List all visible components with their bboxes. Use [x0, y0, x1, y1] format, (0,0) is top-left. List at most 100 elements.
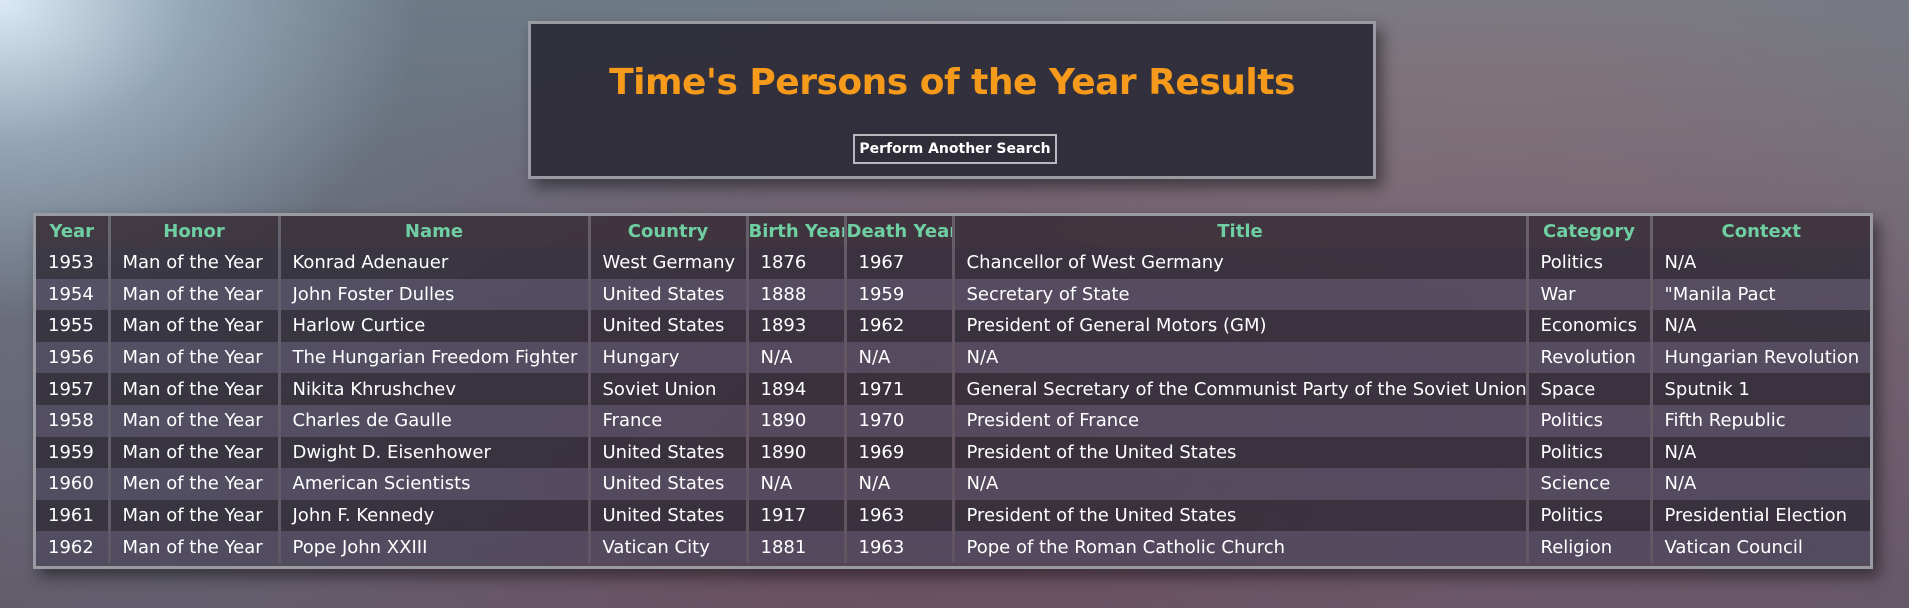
cell-name: Harlow Curtice — [279, 310, 591, 342]
cell-honor: Man of the Year — [109, 310, 281, 342]
results-table-panel: Year Honor Name Country Birth Year Death Year… — [33, 213, 1873, 569]
table-header-row: Year Honor Name Country Birth Year Death Year… — [36, 216, 1870, 247]
cell-title: N/A — [953, 468, 1529, 500]
cell-honor: Man of the Year — [109, 247, 281, 279]
cell-honor: Man of the Year — [109, 531, 281, 563]
cell-context: Presidential Election — [1651, 499, 1870, 532]
cell-death-year: N/A — [845, 468, 955, 500]
cell-birth-year: 1917 — [747, 499, 847, 532]
cell-birth-year: 1876 — [747, 247, 847, 279]
cell-category: Politics — [1527, 436, 1653, 469]
cell-birth-year: 1881 — [747, 531, 847, 563]
cell-title: President of France — [953, 404, 1529, 437]
column-header-death-year: Death Year — [845, 216, 955, 247]
table-row: 1954 Man of the Year John Foster Dulles Uni… — [36, 278, 1870, 311]
cell-birth-year: 1890 — [747, 404, 847, 437]
cell-year: 1962 — [36, 531, 111, 563]
cell-year: 1959 — [36, 436, 111, 469]
cell-category: Economics — [1527, 310, 1653, 342]
results-table: Year Honor Name Country Birth Year Death Year… — [36, 216, 1870, 563]
cell-country: Hungary — [589, 341, 749, 374]
cell-death-year: 1962 — [845, 310, 955, 342]
cell-country: France — [589, 404, 749, 437]
column-header-honor: Honor — [109, 216, 281, 247]
cell-country: United States — [589, 468, 749, 500]
cell-death-year: N/A — [845, 341, 955, 374]
cell-death-year: 1969 — [845, 436, 955, 469]
perform-another-search-button[interactable]: Perform Another Search — [853, 134, 1057, 164]
table-row: 1961 Man of the Year John F. Kennedy United… — [36, 499, 1870, 532]
column-header-birth-year: Birth Year — [747, 216, 847, 247]
cell-death-year: 1967 — [845, 247, 955, 279]
table-row: 1958 Man of the Year Charles de Gaulle Fran… — [36, 404, 1870, 437]
cell-honor: Man of the Year — [109, 436, 281, 469]
cell-honor: Man of the Year — [109, 373, 281, 405]
table-row: 1962 Man of the Year Pope John XXIII Vatica… — [36, 531, 1870, 563]
cell-context: Hungarian Revolution — [1651, 341, 1870, 374]
cell-context: Sputnik 1 — [1651, 373, 1870, 405]
table-row: 1953 Man of the Year Konrad Adenauer West G… — [36, 247, 1870, 279]
cell-name: John Foster Dulles — [279, 278, 591, 311]
cell-honor: Man of the Year — [109, 341, 281, 374]
column-header-category: Category — [1527, 216, 1653, 247]
cell-title: President of the United States — [953, 499, 1529, 532]
cell-title: President of the United States — [953, 436, 1529, 469]
cell-year: 1961 — [36, 499, 111, 532]
cell-context: N/A — [1651, 310, 1870, 342]
cell-death-year: 1970 — [845, 404, 955, 437]
cell-birth-year: 1894 — [747, 373, 847, 405]
table-row: 1960 Men of the Year American Scientists Un… — [36, 468, 1870, 500]
table-body: 1953 Man of the Year Konrad Adenauer West G… — [36, 247, 1870, 563]
column-header-context: Context — [1651, 216, 1870, 247]
cell-name: American Scientists — [279, 468, 591, 500]
cell-title: Chancellor of West Germany — [953, 247, 1529, 279]
table-row: 1956 Man of the Year The Hungarian Freedom… — [36, 341, 1870, 374]
cell-year: 1955 — [36, 310, 111, 342]
cell-birth-year: 1890 — [747, 436, 847, 469]
cell-year: 1958 — [36, 404, 111, 437]
cell-death-year: 1963 — [845, 499, 955, 532]
cell-country: West Germany — [589, 247, 749, 279]
cell-name: Dwight D. Eisenhower — [279, 436, 591, 469]
cell-name: John F. Kennedy — [279, 499, 591, 532]
column-header-name: Name — [279, 216, 591, 247]
cell-context: Fifth Republic — [1651, 404, 1870, 437]
cell-year: 1954 — [36, 278, 111, 311]
cell-context: "Manila Pact — [1651, 278, 1870, 311]
table-row: 1959 Man of the Year Dwight D. Eisenhower U… — [36, 436, 1870, 469]
page-title: Time's Persons of the Year Results — [609, 62, 1295, 103]
cell-category: Politics — [1527, 499, 1653, 532]
cell-title: General Secretary of the Communist Party… — [953, 373, 1529, 405]
cell-name: Charles de Gaulle — [279, 404, 591, 437]
cell-category: Religion — [1527, 531, 1653, 563]
cell-name: The Hungarian Freedom Fighter — [279, 341, 591, 374]
cell-category: Space — [1527, 373, 1653, 405]
cell-birth-year: 1893 — [747, 310, 847, 342]
cell-name: Pope John XXIII — [279, 531, 591, 563]
column-header-year: Year — [36, 216, 111, 247]
cell-context: N/A — [1651, 468, 1870, 500]
cell-context: N/A — [1651, 247, 1870, 279]
cell-honor: Man of the Year — [109, 278, 281, 311]
cell-title: Pope of the Roman Catholic Church — [953, 531, 1529, 563]
cell-death-year: 1963 — [845, 531, 955, 563]
column-header-country: Country — [589, 216, 749, 247]
cell-category: Science — [1527, 468, 1653, 500]
cell-country: United States — [589, 499, 749, 532]
cell-honor: Men of the Year — [109, 468, 281, 500]
cell-year: 1960 — [36, 468, 111, 500]
cell-country: Vatican City — [589, 531, 749, 563]
cell-birth-year: 1888 — [747, 278, 847, 311]
cell-title: President of General Motors (GM) — [953, 310, 1529, 342]
column-header-title: Title — [953, 216, 1529, 247]
cell-category: Revolution — [1527, 341, 1653, 374]
cell-country: United States — [589, 278, 749, 311]
cell-year: 1957 — [36, 373, 111, 405]
cell-honor: Man of the Year — [109, 499, 281, 532]
cell-category: Politics — [1527, 247, 1653, 279]
cell-honor: Man of the Year — [109, 404, 281, 437]
cell-title: N/A — [953, 341, 1529, 374]
cell-context: N/A — [1651, 436, 1870, 469]
cell-name: Nikita Khrushchev — [279, 373, 591, 405]
cell-country: United States — [589, 310, 749, 342]
